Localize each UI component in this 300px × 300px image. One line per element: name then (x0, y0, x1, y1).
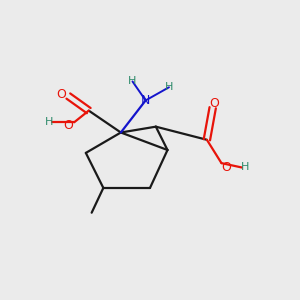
Text: H: H (241, 163, 249, 172)
Text: O: O (56, 88, 66, 101)
Text: O: O (221, 161, 231, 174)
Text: H: H (45, 117, 54, 127)
Text: O: O (209, 97, 219, 110)
Text: N: N (141, 94, 150, 107)
Text: H: H (165, 82, 173, 92)
Text: H: H (128, 76, 137, 86)
Text: O: O (63, 119, 73, 132)
